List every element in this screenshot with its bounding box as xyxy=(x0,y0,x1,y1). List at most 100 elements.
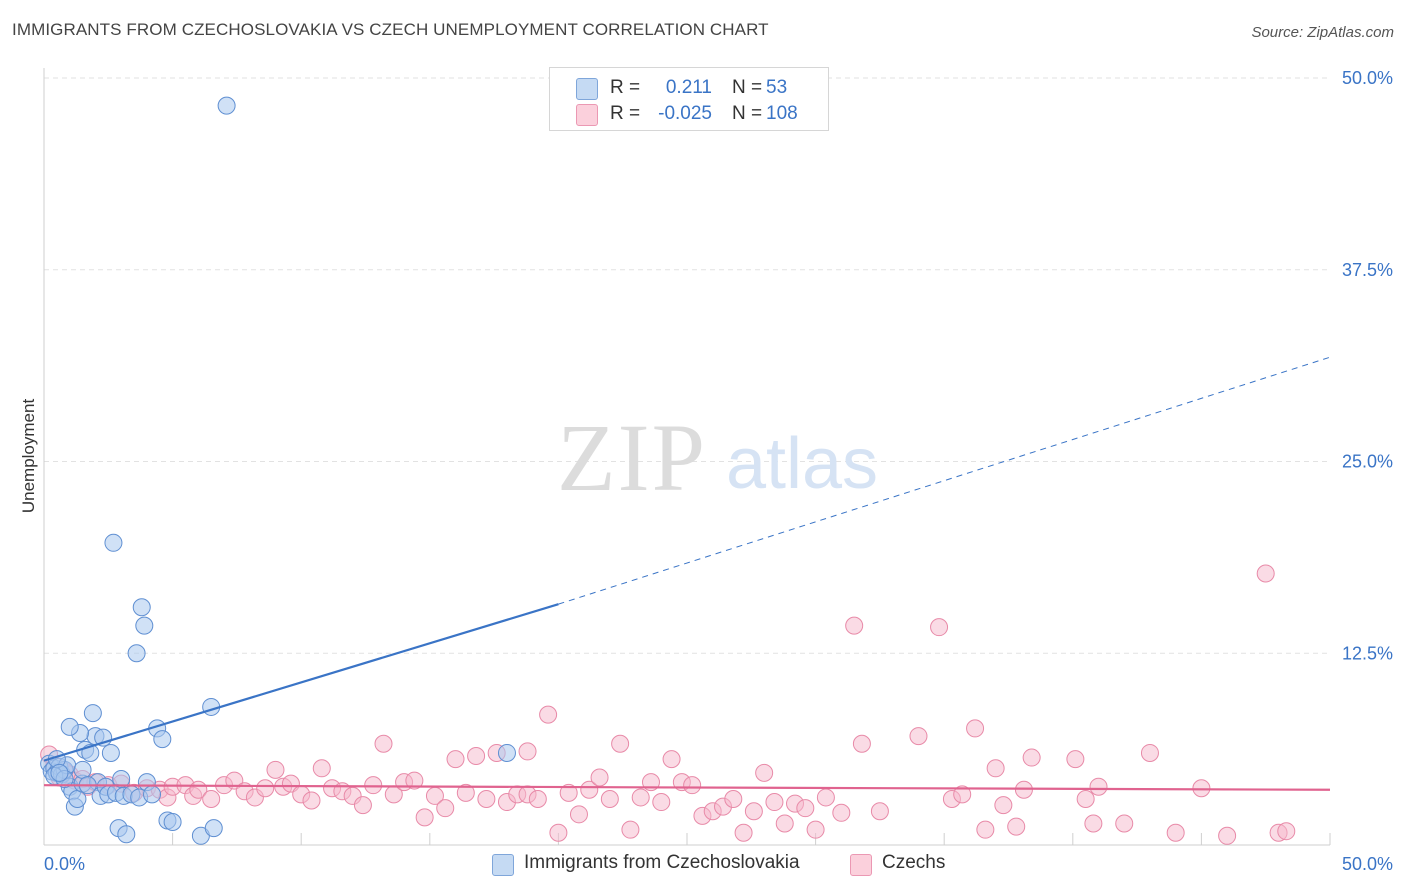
legend-r-label: R = xyxy=(610,77,641,98)
data-point-czechs xyxy=(1076,789,1095,808)
data-point-czechs xyxy=(816,788,835,807)
correlation-legend: R = 0.211 N = 53 R = -0.025 N = 108 xyxy=(549,67,829,131)
legend-r-label: R = xyxy=(610,103,641,124)
data-point-czechs xyxy=(569,805,588,824)
data-point-czechs xyxy=(353,796,372,815)
data-point-czechs xyxy=(1218,826,1237,845)
data-point-czechs xyxy=(870,802,889,821)
data-point-czechs xyxy=(580,780,599,799)
data-point-czechoslovakia xyxy=(143,785,162,804)
data-point-czechs xyxy=(539,705,558,724)
legend-row-blue: R = 0.211 N = 53 xyxy=(550,75,828,101)
data-point-czechs xyxy=(852,734,871,753)
data-point-czechoslovakia xyxy=(204,819,223,838)
data-point-czechs xyxy=(631,788,650,807)
chart-title: IMMIGRANTS FROM CZECHOSLOVAKIA VS CZECH … xyxy=(12,20,769,39)
data-point-czechs xyxy=(1277,822,1296,841)
watermark-zip: ZIP xyxy=(557,404,707,511)
x-tick-label: 0.0% xyxy=(44,854,85,874)
trend-line-czechs xyxy=(43,784,1331,791)
data-point-czechs xyxy=(256,779,275,798)
data-point-czechoslovakia xyxy=(163,812,182,831)
data-point-czechoslovakia xyxy=(73,760,92,779)
trend-line-czechoslovakia xyxy=(43,603,559,762)
data-point-czechoslovakia xyxy=(117,825,136,844)
data-point-czechs xyxy=(806,820,825,839)
data-point-czechoslovakia xyxy=(153,730,172,749)
data-point-czechs xyxy=(477,789,496,808)
data-point-czechs xyxy=(202,789,221,808)
data-point-czechs xyxy=(976,820,995,839)
data-point-czechs xyxy=(528,789,547,808)
data-point-czechs xyxy=(966,719,985,738)
y-tick-label: 12.5% xyxy=(1342,643,1393,663)
data-point-czechs xyxy=(590,768,609,787)
data-point-czechs xyxy=(405,771,424,790)
data-point-czechs xyxy=(549,823,568,842)
data-point-czechs xyxy=(845,616,864,635)
gridlines xyxy=(44,77,1330,654)
data-point-czechs xyxy=(518,742,537,761)
data-point-czechoslovakia xyxy=(217,96,236,115)
data-point-czechs xyxy=(467,747,486,766)
data-point-czechs xyxy=(683,776,702,795)
y-axis-label: Unemployment xyxy=(19,399,38,514)
data-point-czechs xyxy=(1066,750,1085,769)
data-point-czechoslovakia xyxy=(497,743,516,762)
legend-n-label: N = xyxy=(732,103,763,124)
data-point-czechs xyxy=(364,776,383,795)
data-point-czechs xyxy=(832,803,851,822)
data-point-czechs xyxy=(652,793,671,812)
x-tick-label: 50.0% xyxy=(1342,854,1393,874)
data-point-czechs xyxy=(1084,814,1103,833)
data-point-czechs xyxy=(559,783,578,802)
data-point-czechs xyxy=(755,763,774,782)
legend-row-pink: R = -0.025 N = 108 xyxy=(550,101,828,127)
data-point-czechs xyxy=(1115,814,1134,833)
y-tick-labels: 12.5% 25.0% 37.5% 50.0% xyxy=(1342,68,1393,663)
data-point-czechs xyxy=(765,793,784,812)
data-point-czechs xyxy=(436,799,455,818)
data-point-czechs xyxy=(1140,743,1159,762)
data-point-czechoslovakia xyxy=(83,704,102,723)
data-point-czechs xyxy=(600,789,619,808)
data-point-czechs xyxy=(456,783,475,802)
trend-lines xyxy=(43,356,1331,791)
y-tick-label: 25.0% xyxy=(1342,452,1393,472)
legend-n-value: 53 xyxy=(766,77,788,98)
legend-n-value: 108 xyxy=(766,103,798,124)
data-point-czechs xyxy=(621,820,640,839)
data-point-czechoslovakia xyxy=(127,644,146,663)
data-point-czechs xyxy=(266,760,285,779)
data-point-czechs xyxy=(446,750,465,769)
data-point-czechs xyxy=(744,802,763,821)
data-point-czechoslovakia xyxy=(104,533,123,552)
data-point-czechoslovakia xyxy=(101,743,120,762)
bottom-legend-swatch-pink xyxy=(850,854,872,876)
data-point-czechs xyxy=(1022,748,1041,767)
data-point-czechs xyxy=(1007,817,1026,836)
legend-r-value: -0.025 xyxy=(658,103,712,124)
watermark: ZIP atlas xyxy=(557,404,878,511)
data-point-czechs xyxy=(953,785,972,804)
data-point-czechs xyxy=(1089,777,1108,796)
data-point-czechs xyxy=(724,789,743,808)
data-point-czechoslovakia xyxy=(135,616,154,635)
data-point-czechs xyxy=(1166,823,1185,842)
czechoslovakia-points xyxy=(40,96,516,845)
data-point-czechs xyxy=(734,823,753,842)
legend-n-label: N = xyxy=(732,77,763,98)
source-label: Source: ZipAtlas.com xyxy=(1251,24,1394,41)
data-point-czechs xyxy=(1256,564,1275,583)
y-tick-label: 37.5% xyxy=(1342,260,1393,280)
data-point-czechs xyxy=(775,814,794,833)
data-point-czechs xyxy=(930,618,949,637)
bottom-legend-label-blue: Immigrants from Czechoslovakia xyxy=(524,852,800,873)
data-point-czechoslovakia xyxy=(132,598,151,617)
trend-line-czechoslovakia-projection xyxy=(558,356,1331,605)
legend-swatch-pink xyxy=(576,104,598,126)
bottom-legend-label-pink: Czechs xyxy=(882,852,946,873)
legend-swatch-blue xyxy=(576,78,598,100)
x-tick-labels: 0.0% 50.0% xyxy=(44,854,1393,874)
data-point-czechs xyxy=(796,799,815,818)
